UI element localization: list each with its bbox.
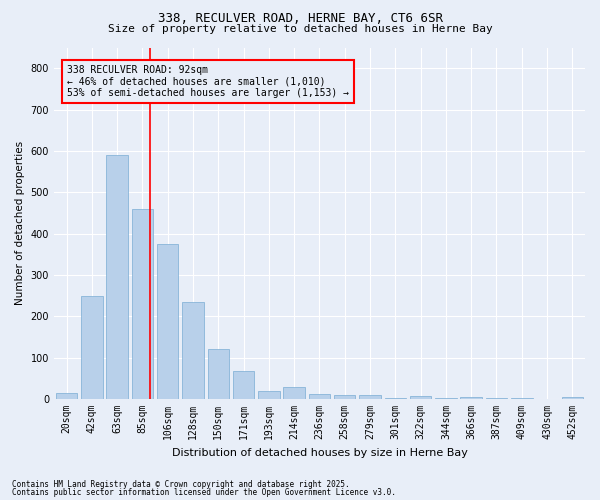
Text: Size of property relative to detached houses in Herne Bay: Size of property relative to detached ho…	[107, 24, 493, 34]
Bar	[410, 396, 431, 399]
Bar	[460, 397, 482, 399]
Bar	[562, 398, 583, 399]
Bar	[283, 386, 305, 399]
Bar	[258, 391, 280, 399]
Bar	[81, 296, 103, 399]
Bar	[208, 350, 229, 399]
Bar	[157, 244, 178, 399]
Bar	[385, 398, 406, 399]
Text: 338 RECULVER ROAD: 92sqm
← 46% of detached houses are smaller (1,010)
53% of sem: 338 RECULVER ROAD: 92sqm ← 46% of detach…	[67, 65, 349, 98]
Bar	[511, 398, 533, 399]
Y-axis label: Number of detached properties: Number of detached properties	[15, 141, 25, 306]
Bar	[233, 371, 254, 399]
Text: Contains public sector information licensed under the Open Government Licence v3: Contains public sector information licen…	[12, 488, 396, 497]
X-axis label: Distribution of detached houses by size in Herne Bay: Distribution of detached houses by size …	[172, 448, 467, 458]
Bar	[435, 398, 457, 399]
Bar	[334, 395, 355, 399]
Bar	[106, 155, 128, 399]
Text: Contains HM Land Registry data © Crown copyright and database right 2025.: Contains HM Land Registry data © Crown c…	[12, 480, 350, 489]
Bar	[359, 395, 381, 399]
Bar	[486, 398, 507, 399]
Bar	[56, 393, 77, 399]
Bar	[182, 302, 204, 399]
Bar	[131, 209, 153, 399]
Text: 338, RECULVER ROAD, HERNE BAY, CT6 6SR: 338, RECULVER ROAD, HERNE BAY, CT6 6SR	[157, 12, 443, 26]
Bar	[309, 394, 330, 399]
